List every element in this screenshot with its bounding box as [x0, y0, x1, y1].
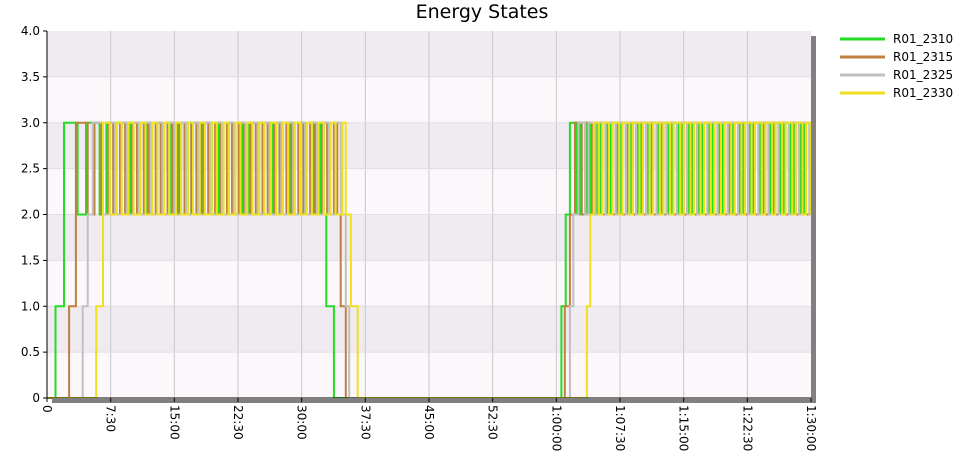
- legend-label: R01_2315: [893, 50, 953, 64]
- x-tick-label: 1:30:00: [804, 405, 818, 451]
- y-tick-label: 3.0: [21, 116, 40, 130]
- y-tick-label: 1.0: [21, 299, 40, 313]
- x-tick-label: 15:00: [167, 405, 181, 440]
- x-tick-label: 1:00:00: [549, 405, 563, 451]
- x-tick-label: 45:00: [422, 405, 436, 440]
- x-axis-ticks: 0 7:30 15:00 22:30 30:00 37:30 45:00 52:30 1:00:…: [40, 398, 818, 451]
- y-tick-label: 2.5: [21, 162, 40, 176]
- y-tick-label: 3.5: [21, 70, 40, 84]
- x-tick-label: 30:00: [295, 405, 309, 440]
- chart-title: Energy States: [416, 1, 549, 23]
- y-axis-ticks: 0 0.5 1.0 1.5 2.0 2.5 3.0 3.5 4.0: [21, 24, 47, 405]
- x-tick-label: 0: [40, 405, 54, 413]
- y-tick-label: 2.0: [21, 208, 40, 222]
- x-tick-label: 1:07:30: [613, 405, 627, 451]
- plot-shadow-bottom: [52, 398, 816, 403]
- y-tick-label: 1.5: [21, 253, 40, 267]
- x-tick-label: 22:30: [231, 405, 245, 440]
- x-tick-label: 52:30: [486, 405, 500, 440]
- x-tick-label: 1:22:30: [740, 405, 754, 451]
- y-tick-label: 0: [32, 391, 40, 405]
- legend-label: R01_2310: [893, 32, 953, 46]
- x-tick-label: 37:30: [358, 405, 372, 440]
- plot-shadow-right: [811, 36, 816, 403]
- legend-label: R01_2325: [893, 68, 953, 82]
- legend-label: R01_2330: [893, 86, 953, 100]
- y-tick-label: 4.0: [21, 24, 40, 38]
- x-tick-label: 7:30: [104, 405, 118, 432]
- y-tick-label: 0.5: [21, 345, 40, 359]
- x-tick-label: 1:15:00: [677, 405, 691, 451]
- legend: R01_2310 R01_2315 R01_2325 R01_2330: [840, 32, 953, 100]
